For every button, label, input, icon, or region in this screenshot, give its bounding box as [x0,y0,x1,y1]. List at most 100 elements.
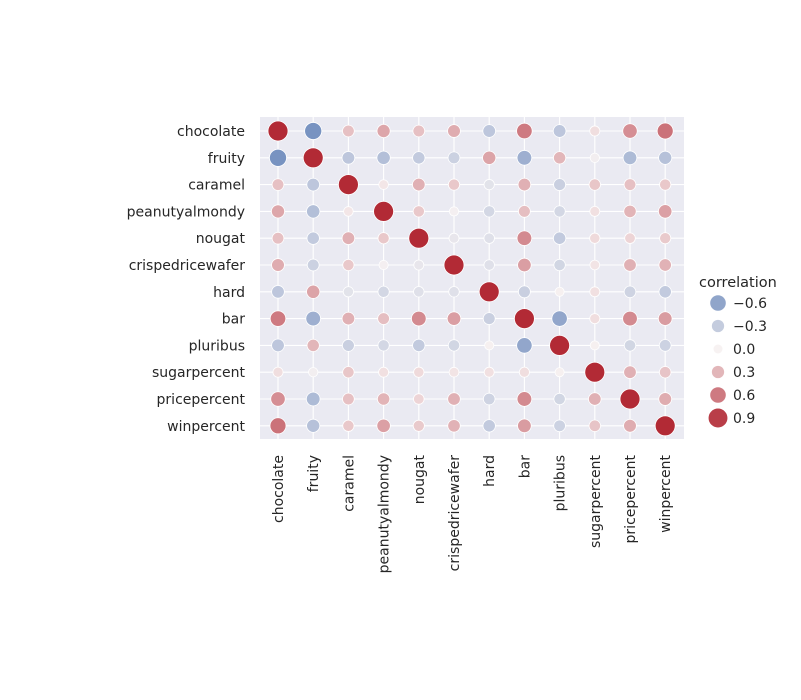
x-tick-label-crispedricewafer: crispedricewafer [447,455,463,572]
legend-label: 0.6 [733,388,755,404]
correlation-dot-bar-fruity [305,310,321,327]
correlation-dot-winpercent-bar [517,418,532,434]
correlation-dot-crispedricewafer-caramel [342,258,355,272]
correlation-dot-sugarpercent-peanutyalmondy [378,366,389,378]
correlation-dot-pluribus-peanutyalmondy [377,339,390,352]
correlation-dot-pricepercent-caramel [342,392,355,406]
correlation-dot-hard-bar [518,285,531,299]
correlation-dot-fruity-peanutyalmondy [376,150,391,165]
correlation-dot-nougat-fruity [306,231,320,245]
correlation-dot-crispedricewafer-pricepercent [623,258,637,272]
correlation-dot-bar-pluribus [551,310,568,327]
y-tick-label-pluribus: pluribus [189,338,245,354]
correlation-dot-pricepercent-bar [516,391,533,407]
correlation-dot-fruity-winpercent [658,150,673,165]
correlation-dot-winpercent-winpercent [654,415,676,437]
legend-marker [713,344,723,354]
correlation-dot-crispedricewafer-pluribus [553,258,566,272]
correlation-dot-bar-crispedricewafer [446,311,462,326]
correlation-dot-sugarpercent-bar [518,366,530,378]
x-tick-label-sugarpercent: sugarpercent [588,454,604,548]
correlation-dot-caramel-pluribus [553,178,566,191]
x-tick-label-pricepercent: pricepercent [623,454,639,543]
correlation-dot-chocolate-pluribus [552,124,567,138]
correlation-dot-sugarpercent-fruity [308,367,319,378]
correlation-dot-hard-fruity [306,284,321,299]
x-tick-label-chocolate: chocolate [271,455,287,523]
correlation-dot-fruity-caramel [341,151,356,165]
correlation-dot-sugarpercent-chocolate [272,366,284,378]
correlation-dot-bar-hard [482,312,496,325]
correlation-dot-crispedricewafer-chocolate [271,258,285,272]
correlation-dot-peanutyalmondy-sugarpercent [589,206,601,217]
correlation-dot-pluribus-winpercent [658,339,672,352]
correlation-dot-caramel-fruity [306,177,320,192]
correlation-dot-nougat-hard [483,232,495,244]
legend-label: −0.6 [733,296,767,312]
correlation-dot-bar-sugarpercent [589,313,601,325]
x-tick-label-bar: bar [517,455,533,478]
correlation-dot-nougat-bar [516,230,533,246]
correlation-dot-fruity-fruity [302,147,324,169]
legend-label: 0.3 [733,365,755,381]
correlation-dot-hard-caramel [342,286,354,298]
correlation-dot-nougat-crispedricewafer [448,232,460,244]
correlation-dot-bar-caramel [341,311,356,326]
y-tick-label-crispedricewafer: crispedricewafer [129,258,246,274]
correlation-dot-hard-nougat [413,286,425,298]
correlation-dot-winpercent-caramel [342,419,355,432]
correlation-dot-winpercent-peanutyalmondy [376,418,391,433]
correlation-dot-pricepercent-sugarpercent [588,392,602,406]
correlation-dot-sugarpercent-caramel [342,366,355,379]
correlation-dot-bar-pricepercent [622,310,638,327]
correlation-dot-winpercent-nougat [412,419,425,432]
correlation-dot-fruity-sugarpercent [589,152,600,163]
correlation-dot-crispedricewafer-winpercent [658,258,672,272]
correlation-dot-bar-peanutyalmondy [377,312,390,325]
correlation-dot-nougat-sugarpercent [589,232,601,244]
legend-marker [711,319,725,333]
correlation-dot-winpercent-pricepercent [623,418,637,433]
y-tick-label-sugarpercent: sugarpercent [152,365,246,381]
x-tick-label-pluribus: pluribus [553,455,569,511]
correlation-dot-caramel-crispedricewafer [447,178,461,191]
correlation-dot-crispedricewafer-fruity [306,258,320,272]
x-tick-labels: chocolate fruity caramel peanutyalmondy noug… [271,454,674,573]
correlation-dot-peanutyalmondy-crispedricewafer [448,206,460,217]
correlation-dot-peanutyalmondy-pricepercent [623,204,637,219]
correlation-dot-sugarpercent-sugarpercent [584,361,606,383]
correlation-dot-fruity-chocolate [269,148,287,167]
correlation-dot-chocolate-sugarpercent [589,125,601,137]
correlation-dot-nougat-chocolate [271,231,285,245]
y-tick-label-peanutyalmondy: peanutyalmondy [127,204,245,220]
correlation-dot-pluribus-crispedricewafer [447,339,461,352]
x-tick-label-hard: hard [482,455,498,487]
correlation-dot-winpercent-pluribus [553,419,566,433]
correlation-dot-peanutyalmondy-winpercent [658,204,673,219]
legend-label: 0.0 [733,342,755,358]
correlation-dot-winpercent-chocolate [269,417,287,435]
correlation-dot-crispedricewafer-peanutyalmondy [378,259,389,271]
correlation-dot-sugarpercent-crispedricewafer [448,366,460,378]
correlation-dot-caramel-hard [483,179,495,191]
correlation-dot-bar-winpercent [657,311,673,326]
correlation-dot-chocolate-chocolate [267,120,289,142]
correlation-dot-peanutyalmondy-peanutyalmondy [373,200,395,222]
correlation-dot-nougat-pluribus [552,231,567,245]
correlation-dot-nougat-caramel [341,231,356,245]
correlation-dot-pluribus-fruity [306,338,320,352]
correlation-dot-caramel-nougat [412,177,426,192]
correlation-dot-pluribus-nougat [412,338,426,353]
correlation-dot-hard-peanutyalmondy [377,285,390,298]
correlation-dot-bar-nougat [411,310,427,327]
correlation-dot-crispedricewafer-hard [483,259,495,271]
correlation-dot-peanutyalmondy-fruity [306,204,321,219]
legend-marker [710,387,726,403]
correlation-dot-hard-crispedricewafer [448,286,460,298]
y-tick-label-fruity: fruity [208,151,245,167]
y-tick-label-pricepercent: pricepercent [157,392,246,408]
x-tick-label-peanutyalmondy: peanutyalmondy [377,455,393,573]
correlation-dot-fruity-bar [516,150,533,166]
correlation-dot-chocolate-pricepercent [622,123,638,139]
